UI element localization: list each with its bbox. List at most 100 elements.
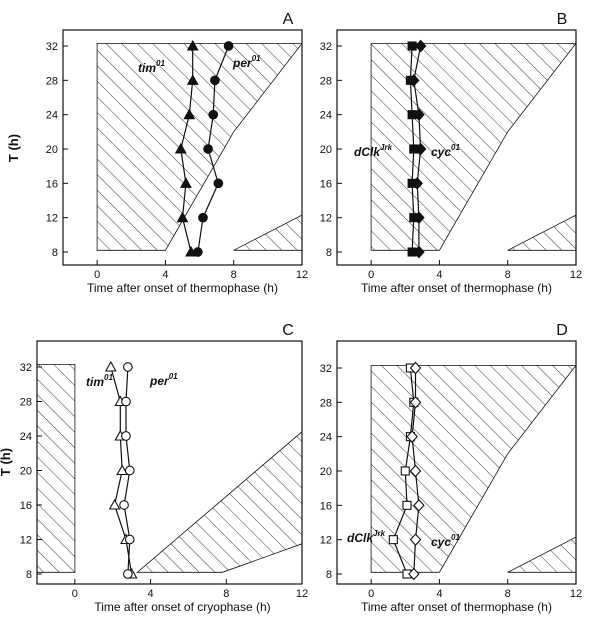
y-tick-label: 20 xyxy=(320,466,332,478)
y-axis-label-bottom: T (h) xyxy=(0,448,13,476)
y-tick-label: 12 xyxy=(20,535,32,547)
x-axis-label: Time after onset of cryophase (h) xyxy=(94,600,270,614)
shaded-regions xyxy=(96,43,302,251)
y-tick-label: 20 xyxy=(20,466,32,478)
y-tick-label: 28 xyxy=(320,75,332,87)
x-tick-label: 8 xyxy=(223,588,229,600)
data-point xyxy=(198,212,208,223)
y-tick-label: 24 xyxy=(320,432,332,444)
panel-letter: D xyxy=(556,322,568,339)
data-point xyxy=(203,144,213,154)
shaded-regions xyxy=(37,363,302,573)
data-point xyxy=(413,211,425,224)
panel-c: 8 12 16 20 24 28 32 0 4 8 12 Time after onset of cr… xyxy=(20,322,308,614)
y-tick-label: 20 xyxy=(320,144,332,156)
y-tick-label: 16 xyxy=(320,500,332,512)
plot-frame xyxy=(336,29,577,266)
data-point xyxy=(409,464,422,478)
panel-letter: C xyxy=(282,322,294,339)
data-point xyxy=(409,533,422,546)
data-point xyxy=(413,499,425,512)
y-tick-label: 24 xyxy=(46,110,58,122)
panel-a: 8 12 16 20 24 28 32 0 4 8 12 Time after onset of th… xyxy=(46,11,308,295)
y-axis-label-top: T (h) xyxy=(6,134,21,162)
data-point xyxy=(116,464,129,476)
x-tick-label: 12 xyxy=(296,588,308,600)
x-tick-label: 4 xyxy=(162,269,168,281)
data-point xyxy=(123,362,133,372)
y-tick-label: 16 xyxy=(320,178,332,190)
data-point xyxy=(119,500,129,510)
y-tick-label: 12 xyxy=(320,535,332,547)
panel-b: 8 12 16 20 24 28 32 0 4 8 12 Time after onset of th… xyxy=(320,11,582,295)
data-point xyxy=(121,431,131,441)
shaded-region-2 xyxy=(507,536,576,573)
data-point xyxy=(213,178,224,189)
plot-frame xyxy=(62,29,303,266)
x-axis-label: Time after onset of thermophase (h) xyxy=(361,281,552,295)
data-point xyxy=(174,142,187,154)
shaded-region-1 xyxy=(370,364,576,573)
series-per01: per01 xyxy=(193,41,261,257)
data-point xyxy=(208,109,219,120)
data-point xyxy=(179,177,192,188)
series-label: cyc01 xyxy=(431,143,460,159)
x-tick-label: 8 xyxy=(505,269,511,281)
y-tick-label: 32 xyxy=(320,41,332,53)
y-tick-label: 12 xyxy=(320,213,332,225)
series-tim01: tim01 xyxy=(138,39,199,257)
data-point xyxy=(400,466,410,476)
shaded-region-1 xyxy=(96,43,302,251)
panel-letter: A xyxy=(283,11,294,28)
data-point xyxy=(414,142,427,156)
x-tick-label: 0 xyxy=(72,588,78,600)
data-point xyxy=(183,108,196,120)
shaded-region-2 xyxy=(136,431,302,573)
data-point xyxy=(408,74,420,87)
x-axis-label: Time after onset of thermophase (h) xyxy=(361,600,552,614)
data-point xyxy=(193,247,203,257)
x-tick-label: 12 xyxy=(296,269,308,281)
x-tick-label: 8 xyxy=(231,269,237,281)
y-tick-label: 16 xyxy=(46,178,58,190)
data-point xyxy=(413,108,425,121)
shaded-region-1 xyxy=(370,43,576,251)
data-point xyxy=(223,41,234,51)
y-tick-label: 20 xyxy=(46,144,58,156)
data-point xyxy=(409,361,422,375)
series-label: per01 xyxy=(149,372,178,388)
data-point xyxy=(408,567,420,581)
y-tick-label: 28 xyxy=(320,397,332,409)
x-tick-label: 4 xyxy=(436,269,442,281)
data-point xyxy=(413,245,425,259)
series-label: tim01 xyxy=(138,59,165,75)
x-tick-label: 12 xyxy=(570,269,582,281)
series-label: cyc01 xyxy=(431,533,460,549)
data-point xyxy=(108,498,121,510)
plot-frame xyxy=(336,340,577,585)
shaded-region-2 xyxy=(507,214,576,251)
y-tick-label: 24 xyxy=(20,431,32,443)
data-point xyxy=(388,535,398,545)
x-tick-label: 0 xyxy=(94,269,100,281)
data-point xyxy=(414,39,427,53)
x-tick-label: 8 xyxy=(505,588,511,600)
data-point xyxy=(121,396,131,407)
data-point xyxy=(406,430,418,443)
y-tick-label: 8 xyxy=(26,569,32,581)
y-tick-label: 28 xyxy=(46,75,58,87)
y-tick-label: 16 xyxy=(20,500,32,512)
x-tick-label: 4 xyxy=(148,588,154,600)
y-tick-label: 8 xyxy=(52,247,58,259)
series-label: tim01 xyxy=(86,373,113,389)
series-label: per01 xyxy=(232,54,261,70)
x-tick-label: 0 xyxy=(368,588,374,600)
panel-d: 8 12 16 20 24 28 32 0 4 8 12 Time after onset of th… xyxy=(320,322,582,614)
y-tick-label: 28 xyxy=(20,397,32,409)
plot-frame xyxy=(36,340,303,585)
data-point xyxy=(124,465,135,476)
shaded-region-1 xyxy=(37,363,76,573)
series-per01: per01 xyxy=(119,362,178,579)
data-point xyxy=(186,74,199,85)
